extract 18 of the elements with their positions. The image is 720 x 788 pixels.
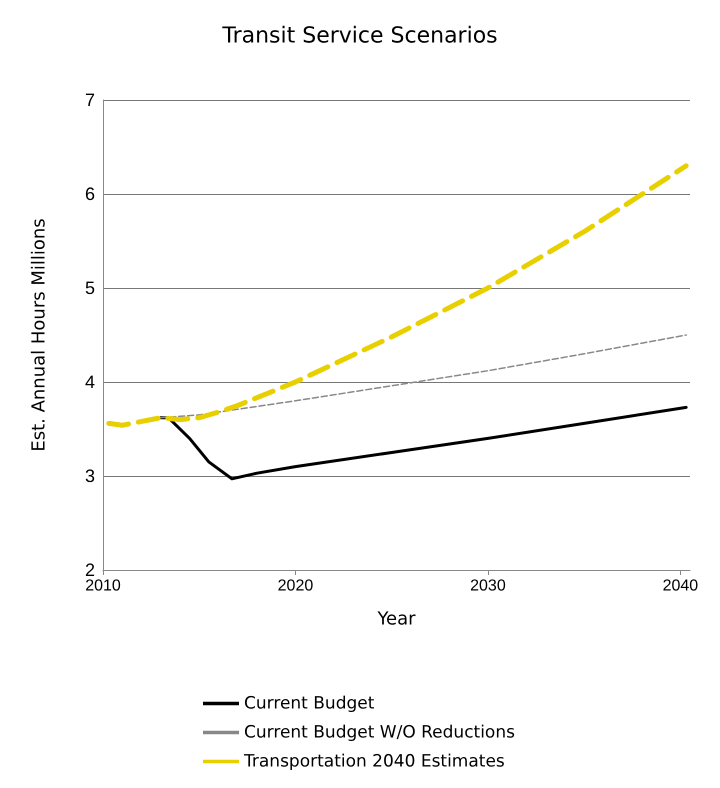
legend-label: Current Budget bbox=[244, 694, 375, 714]
legend-label: Current Budget W/O Reductions bbox=[244, 722, 516, 742]
x-tick-label: 2030 bbox=[470, 578, 506, 594]
y-tick-label: 2 bbox=[84, 560, 95, 580]
line-series bbox=[159, 406, 688, 480]
x-tick-label: 2020 bbox=[278, 578, 314, 594]
x-tick-label: 2010 bbox=[85, 578, 121, 594]
y-tick-label: 7 bbox=[84, 90, 95, 110]
y-tick-label: 6 bbox=[84, 184, 95, 204]
x-tick-label: 2040 bbox=[662, 578, 698, 594]
y-tick-label: 3 bbox=[84, 466, 95, 486]
chart-title: Transit Service Scenarios bbox=[221, 24, 498, 48]
y-tick-label: 4 bbox=[84, 372, 95, 392]
y-axis-title: Est. Annual Hours Millions bbox=[28, 218, 50, 452]
line-series bbox=[160, 334, 687, 418]
legend-label: Transportation 2040 Estimates bbox=[243, 752, 505, 772]
x-axis-title: Year bbox=[376, 608, 416, 630]
y-tick-label: 5 bbox=[84, 278, 95, 298]
